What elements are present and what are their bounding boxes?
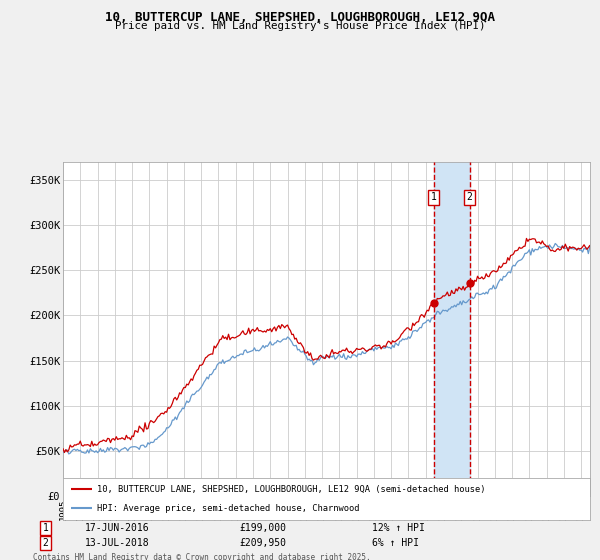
Text: 17-JUN-2016: 17-JUN-2016 [85, 523, 150, 533]
Text: £199,000: £199,000 [240, 523, 287, 533]
Text: 1: 1 [431, 193, 437, 202]
Text: 6% ↑ HPI: 6% ↑ HPI [372, 538, 419, 548]
Text: Contains HM Land Registry data © Crown copyright and database right 2025.
This d: Contains HM Land Registry data © Crown c… [33, 553, 371, 560]
Bar [434, 162, 470, 496]
Text: Price paid vs. HM Land Registry's House Price Index (HPI): Price paid vs. HM Land Registry's House … [115, 21, 485, 31]
Text: 2: 2 [43, 538, 49, 548]
Text: 13-JUL-2018: 13-JUL-2018 [85, 538, 150, 548]
Text: £209,950: £209,950 [240, 538, 287, 548]
Text: HPI: Average price, semi-detached house, Charnwood: HPI: Average price, semi-detached house,… [97, 504, 360, 513]
Text: 1: 1 [43, 523, 49, 533]
Text: 10, BUTTERCUP LANE, SHEPSHED, LOUGHBOROUGH, LE12 9QA (semi-detached house): 10, BUTTERCUP LANE, SHEPSHED, LOUGHBOROU… [97, 484, 486, 493]
Text: 10, BUTTERCUP LANE, SHEPSHED, LOUGHBOROUGH, LE12 9QA: 10, BUTTERCUP LANE, SHEPSHED, LOUGHBOROU… [105, 11, 495, 24]
Text: 2: 2 [467, 193, 473, 202]
Text: 12% ↑ HPI: 12% ↑ HPI [372, 523, 425, 533]
